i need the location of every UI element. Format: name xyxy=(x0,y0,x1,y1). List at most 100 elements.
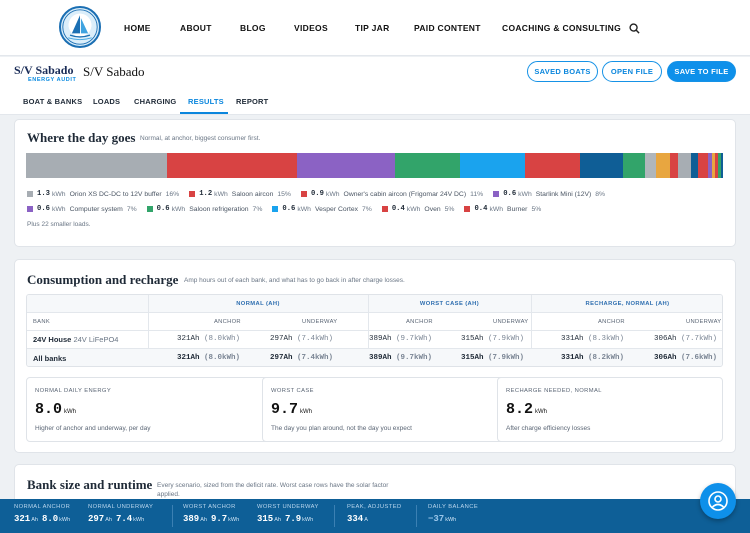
legend-unit: kWh xyxy=(406,205,421,213)
energy-bar-segment[interactable] xyxy=(669,153,679,178)
summary-ah-unit: Ah xyxy=(105,517,112,523)
cell-kwh: (8.2kWh) xyxy=(587,354,624,362)
nav-coaching-consulting[interactable]: COACHING & CONSULTING xyxy=(502,23,621,33)
energy-bar-segment[interactable] xyxy=(691,153,698,178)
stat-normal-daily-energy: NORMAL DAILY ENERGY 8.0 kWh Higher of anc… xyxy=(26,377,281,442)
open-file-button[interactable]: OPEN FILE xyxy=(602,61,662,82)
table-cell: 321Ah (8.0kWh) xyxy=(177,335,240,343)
stat-number: 9.7 xyxy=(271,401,299,418)
energy-bar-segment[interactable] xyxy=(167,153,298,178)
support-chat-button[interactable] xyxy=(700,483,736,519)
stat-description: The day you plan around, not the day you… xyxy=(271,425,412,432)
stat-unit: kWh xyxy=(535,409,548,415)
col-normal-anchor: ANCHOR xyxy=(214,319,241,325)
legend-swatch xyxy=(189,191,196,197)
nav-about[interactable]: ABOUT xyxy=(180,23,212,33)
summary-kwh: 9.7 xyxy=(210,514,228,524)
col-bank: BANK xyxy=(33,319,50,325)
energy-breakdown-bar xyxy=(26,153,723,178)
energy-bar-segment[interactable] xyxy=(715,153,719,178)
tab-results[interactable]: RESULTS xyxy=(188,97,224,106)
tab-charging[interactable]: CHARGING xyxy=(134,97,177,106)
legend-name: Orion XS DC-DC to 12V buffer xyxy=(69,190,162,198)
stat-label: NORMAL DAILY ENERGY xyxy=(35,388,112,394)
nav-tip-jar[interactable]: TIP JAR xyxy=(355,23,390,33)
energy-bar-segment[interactable] xyxy=(297,153,396,178)
where-the-day-goes-card xyxy=(14,119,736,247)
energy-bar-segment[interactable] xyxy=(579,153,624,178)
bank-chemistry: 24V LiFePO4 xyxy=(73,335,119,344)
energy-bar-segment[interactable] xyxy=(718,153,721,178)
legend-item: 0.6 kWh Vesper Cortex 7% xyxy=(272,205,372,213)
legend-unit: kWh xyxy=(489,205,504,213)
energy-bar-segment[interactable] xyxy=(26,153,168,178)
consumption-recharge-subtitle: Amp hours out of each bank, and what has… xyxy=(184,277,405,284)
energy-bar-segment[interactable] xyxy=(644,153,656,178)
row-divider xyxy=(27,330,722,331)
bank-size-runtime-subtitle-cont: applied. xyxy=(157,491,180,498)
legend-name: Computer system xyxy=(69,205,123,213)
energy-bar-segment[interactable] xyxy=(707,153,712,178)
search-icon[interactable] xyxy=(629,23,640,34)
summary-label: WORST UNDERWAY xyxy=(257,504,319,510)
summary-divider xyxy=(334,505,335,527)
summary-label: NORMAL ANCHOR xyxy=(14,504,71,510)
cell-kwh: (7.6kWh) xyxy=(680,354,717,362)
nav-blog[interactable]: BLOG xyxy=(240,23,266,33)
cell-ah: 297Ah xyxy=(269,354,293,362)
cell-ah: 315Ah xyxy=(460,354,484,362)
energy-bar-segment[interactable] xyxy=(720,153,723,178)
boat-name: S/V Sabado xyxy=(83,64,145,79)
legend-item: 0.9 kWh Owner's cabin aircon (Frigomar 24V… xyxy=(300,190,483,198)
energy-bar-segment[interactable] xyxy=(711,153,716,178)
section-tabs: BOAT & BANKS LOADS CHARGING RESULTS REPO… xyxy=(0,91,750,115)
site-logo[interactable] xyxy=(59,6,101,48)
tab-report[interactable]: REPORT xyxy=(236,97,269,106)
save-to-file-button[interactable]: SAVE TO FILE xyxy=(667,61,736,82)
table-cell: 306Ah (7.6kWh) xyxy=(654,354,717,362)
table-cell: 389Ah (9.7kWh) xyxy=(369,335,432,343)
cell-ah: 297Ah xyxy=(269,335,293,343)
brand-title: S/V Sabado xyxy=(14,63,74,77)
stat-number: 8.2 xyxy=(506,401,534,418)
energy-bar-segment[interactable] xyxy=(655,153,670,178)
summary-ah-unit: Ah xyxy=(200,517,207,523)
legend-swatch xyxy=(27,191,33,197)
summary-ah: 297 xyxy=(88,514,105,524)
tab-boat-banks[interactable]: BOAT & BANKS xyxy=(23,97,83,106)
energy-bar-segment[interactable] xyxy=(395,153,461,178)
energy-bar-segment[interactable] xyxy=(678,153,692,178)
legend-swatch xyxy=(493,191,500,197)
summary-label: PEAK, ADJUSTED xyxy=(347,504,402,510)
legend-percent: 7% xyxy=(252,205,263,213)
nav-paid-content[interactable]: PAID CONTENT xyxy=(414,23,481,33)
cell-ah: 306Ah xyxy=(653,335,677,343)
legend-swatch xyxy=(27,206,33,212)
legend-swatch xyxy=(381,206,388,212)
nav-videos[interactable]: VIDEOS xyxy=(294,23,328,33)
energy-bar-segment[interactable] xyxy=(697,153,708,178)
energy-bar-segment[interactable] xyxy=(525,153,580,178)
col-worst-anchor: ANCHOR xyxy=(406,319,433,325)
cell-kwh: (8.0kWh) xyxy=(203,335,240,343)
summary-ah-unit: Ah xyxy=(31,517,38,523)
legend-name: Owner's cabin aircon (Frigomar 24V DC) xyxy=(343,190,467,198)
cell-kwh: (7.4kWh) xyxy=(296,335,333,343)
energy-bar-segment[interactable] xyxy=(623,153,645,178)
saved-boats-button[interactable]: SAVED BOATS xyxy=(527,61,598,82)
stat-value: 8.2 kWh xyxy=(506,401,547,418)
legend-item: 0.4 kWh Oven 5% xyxy=(381,205,454,213)
summary-kwh-unit: kWh xyxy=(228,517,240,523)
cell-kwh: (7.7kWh) xyxy=(680,335,717,343)
bank-size-runtime-title: Bank size and runtime xyxy=(27,477,153,492)
tab-loads[interactable]: LOADS xyxy=(93,97,121,106)
stat-number: 8.0 xyxy=(35,401,63,418)
table-cell: 315Ah (7.9kWh) xyxy=(461,354,524,362)
energy-bar-segment[interactable] xyxy=(460,153,526,178)
nav-home[interactable]: HOME xyxy=(124,23,151,33)
summary-normal-underway: NORMAL UNDERWAY 297Ah 7.4kWh xyxy=(88,504,153,524)
table-group-spacer xyxy=(27,295,148,313)
table-cell: 331Ah (8.3kWh) xyxy=(561,335,624,343)
col-recharge-underway: UNDERWAY xyxy=(686,319,722,325)
summary-kwh: 7.4 xyxy=(115,514,133,524)
